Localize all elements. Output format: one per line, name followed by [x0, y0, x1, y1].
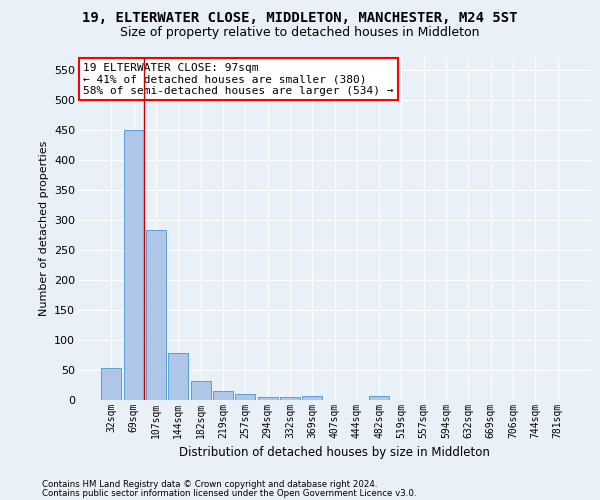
Bar — [235, 394, 255, 400]
Bar — [280, 397, 300, 400]
Bar — [369, 396, 389, 400]
Bar — [168, 353, 188, 400]
Bar — [191, 382, 211, 400]
Bar — [146, 230, 166, 400]
Bar — [257, 397, 278, 400]
Text: 19 ELTERWATER CLOSE: 97sqm
← 41% of detached houses are smaller (380)
58% of sem: 19 ELTERWATER CLOSE: 97sqm ← 41% of deta… — [83, 62, 394, 96]
Text: Contains public sector information licensed under the Open Government Licence v3: Contains public sector information licen… — [42, 488, 416, 498]
Bar — [124, 130, 144, 400]
Bar — [101, 368, 121, 400]
Y-axis label: Number of detached properties: Number of detached properties — [38, 141, 49, 316]
Text: Contains HM Land Registry data © Crown copyright and database right 2024.: Contains HM Land Registry data © Crown c… — [42, 480, 377, 489]
Bar — [302, 396, 322, 400]
X-axis label: Distribution of detached houses by size in Middleton: Distribution of detached houses by size … — [179, 446, 490, 460]
Text: 19, ELTERWATER CLOSE, MIDDLETON, MANCHESTER, M24 5ST: 19, ELTERWATER CLOSE, MIDDLETON, MANCHES… — [82, 11, 518, 25]
Text: Size of property relative to detached houses in Middleton: Size of property relative to detached ho… — [120, 26, 480, 39]
Bar — [213, 391, 233, 400]
